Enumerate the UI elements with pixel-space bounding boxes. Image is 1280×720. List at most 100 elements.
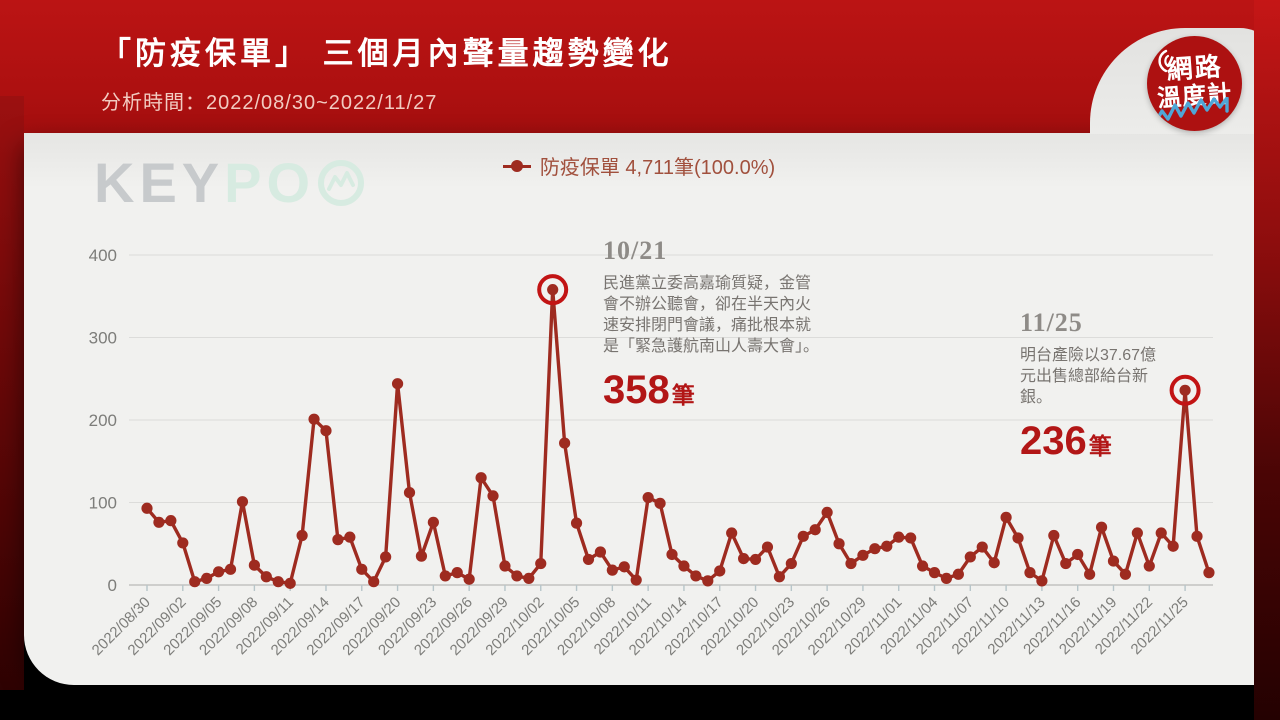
data-point[interactable] [1191, 530, 1203, 542]
data-point[interactable] [1072, 548, 1084, 561]
data-point[interactable] [523, 572, 535, 584]
data-point[interactable] [833, 538, 845, 550]
y-tick-label: 200 [89, 411, 117, 430]
data-point[interactable] [224, 563, 237, 575]
data-point[interactable] [809, 524, 821, 536]
data-point[interactable] [1048, 529, 1060, 542]
data-point[interactable] [475, 472, 487, 484]
data-point[interactable] [869, 543, 881, 555]
data-point[interactable] [785, 557, 797, 570]
data-point[interactable] [451, 567, 463, 579]
annotation-2-date: 11/25 [1020, 308, 1083, 337]
data-point[interactable] [1000, 511, 1012, 523]
data-point[interactable] [260, 571, 272, 583]
data-point[interactable] [845, 557, 857, 570]
data-point[interactable] [916, 560, 929, 572]
data-point[interactable] [1119, 568, 1132, 580]
data-point[interactable] [189, 576, 201, 588]
data-point[interactable] [1012, 532, 1024, 544]
data-point[interactable] [248, 559, 260, 571]
data-point[interactable] [1060, 557, 1072, 570]
data-point[interactable] [1203, 567, 1215, 579]
keypo-watermark: KEY PO [94, 155, 365, 211]
data-point[interactable] [749, 553, 762, 566]
data-point[interactable] [212, 566, 225, 578]
data-point[interactable] [702, 575, 714, 587]
data-point[interactable] [594, 546, 607, 558]
data-point[interactable] [964, 551, 976, 563]
data-point[interactable] [893, 531, 905, 543]
data-point[interactable] [439, 570, 451, 582]
data-point[interactable] [284, 577, 296, 589]
data-point[interactable] [761, 541, 774, 553]
data-point[interactable] [1024, 567, 1036, 579]
data-point[interactable] [332, 534, 344, 546]
data-point[interactable] [726, 527, 738, 539]
data-point[interactable] [881, 540, 893, 552]
data-point[interactable] [427, 516, 439, 528]
data-point[interactable] [618, 561, 630, 573]
legend-label: 防疫保單 4,711筆(100.0%) [539, 157, 776, 179]
data-point[interactable] [690, 570, 702, 582]
data-point[interactable] [821, 506, 833, 518]
data-point[interactable] [1143, 560, 1155, 572]
data-point[interactable] [177, 537, 189, 549]
data-point[interactable] [630, 574, 642, 586]
data-point[interactable] [201, 572, 213, 584]
data-point[interactable] [797, 530, 809, 542]
data-point[interactable] [666, 548, 678, 561]
data-point[interactable] [714, 565, 726, 577]
data-point[interactable] [1095, 521, 1108, 533]
chart-legend[interactable]: 防疫保單 4,711筆(100.0%) [24, 151, 1254, 180]
data-point[interactable] [141, 502, 153, 514]
data-point[interactable] [857, 549, 869, 561]
data-point[interactable] [678, 560, 690, 572]
data-point[interactable] [1107, 555, 1120, 567]
data-point[interactable] [1179, 384, 1191, 396]
data-point[interactable] [1084, 568, 1096, 580]
data-point[interactable] [368, 576, 380, 588]
data-point[interactable] [320, 425, 332, 437]
data-point[interactable] [165, 515, 177, 527]
data-point[interactable] [272, 576, 284, 588]
data-point[interactable] [403, 487, 416, 499]
data-point[interactable] [535, 557, 547, 570]
data-point[interactable] [380, 551, 392, 563]
data-point[interactable] [1155, 527, 1167, 539]
data-point[interactable] [153, 516, 165, 528]
data-point[interactable] [391, 378, 404, 390]
data-point[interactable] [952, 568, 964, 580]
data-point[interactable] [499, 560, 511, 572]
data-point[interactable] [1131, 527, 1143, 539]
data-point[interactable] [356, 563, 368, 575]
keypo-watermark-key: KEY [94, 151, 225, 214]
data-point[interactable] [463, 573, 475, 585]
data-point[interactable] [570, 517, 583, 529]
data-point[interactable] [296, 529, 308, 542]
data-point[interactable] [511, 570, 523, 582]
data-point[interactable] [559, 437, 571, 449]
data-point[interactable] [1167, 540, 1179, 552]
data-point[interactable] [582, 553, 595, 566]
data-point[interactable] [738, 553, 750, 565]
data-point[interactable] [415, 550, 428, 562]
data-point[interactable] [308, 413, 320, 425]
data-point[interactable] [642, 491, 654, 504]
data-point[interactable] [940, 572, 953, 584]
data-point[interactable] [344, 531, 356, 543]
data-point[interactable] [773, 571, 785, 583]
data-point[interactable] [547, 284, 559, 296]
data-point[interactable] [606, 564, 618, 576]
header-band: 「防疫保單」 三個月內聲量趨勢變化 分析時間：2022/08/30~2022/1… [0, 0, 1280, 133]
annotation-peak-2: 11/25 明台產險以37.67億 元出售總部給台新 銀。 236 筆 [1020, 308, 1220, 460]
data-point[interactable] [928, 567, 941, 579]
data-point[interactable] [654, 497, 666, 509]
page-title: 「防疫保單」 三個月內聲量趨勢變化 [100, 36, 673, 71]
data-point[interactable] [1036, 575, 1048, 587]
data-point[interactable] [487, 490, 499, 502]
data-point[interactable] [236, 496, 249, 508]
data-point[interactable] [988, 557, 1000, 569]
data-point[interactable] [976, 541, 988, 553]
data-point[interactable] [905, 532, 917, 544]
